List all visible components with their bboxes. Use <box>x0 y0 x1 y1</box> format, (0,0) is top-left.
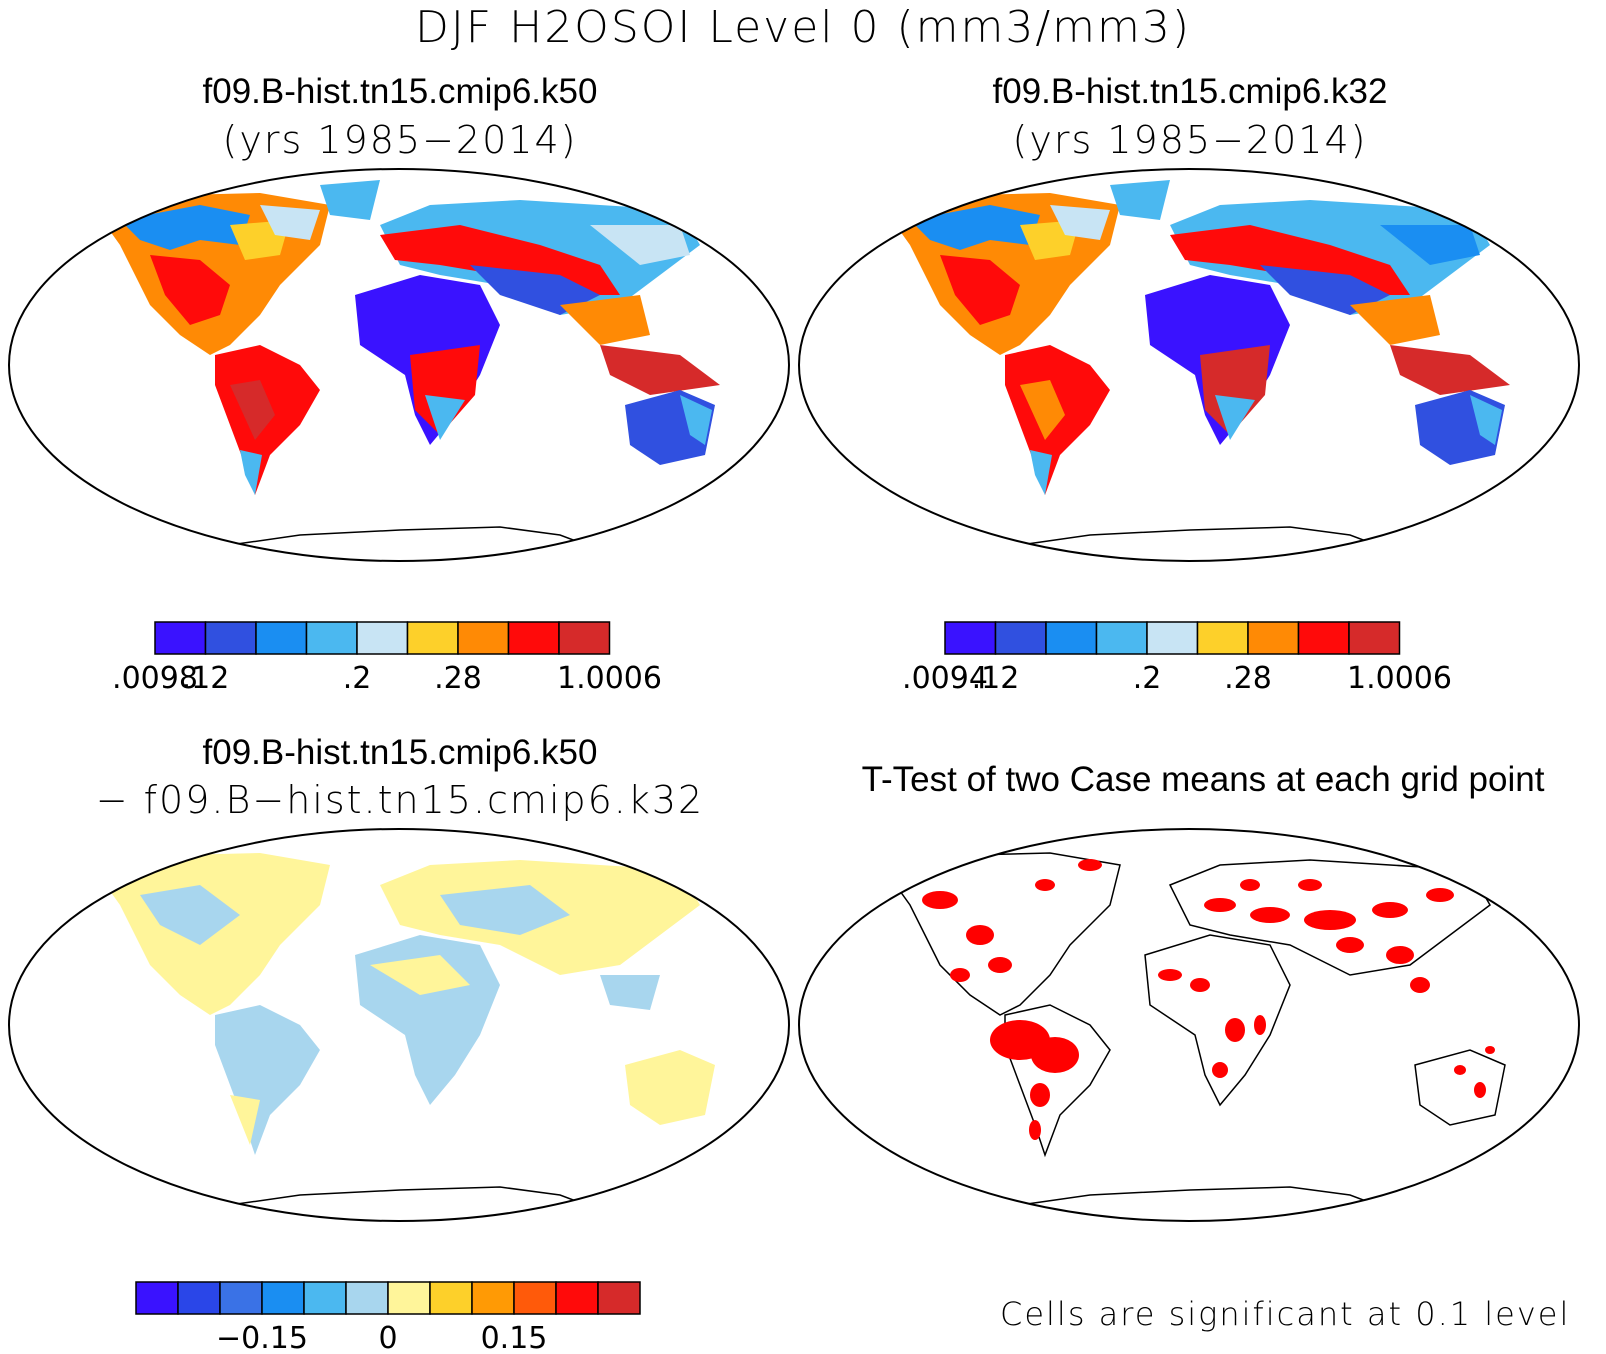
colorbar-bottom-left-swatch <box>429 1281 473 1315</box>
significant-cell <box>1386 946 1414 964</box>
colorbar-bottom-left-swatch <box>303 1281 347 1315</box>
significant-cell <box>966 925 994 945</box>
colorbar-top-right-swatch <box>1196 621 1249 655</box>
colorbar-top-right-tick-label: .12 <box>972 661 1020 696</box>
colorbar-top-right-tick-label: .2 <box>1133 661 1162 696</box>
colorbar-bottom-left-swatch <box>261 1281 305 1315</box>
significant-cell <box>988 957 1012 973</box>
panel-top-right-years: (yrs 1985−2014) <box>1012 118 1368 162</box>
colorbar-top-left-swatch <box>558 621 611 655</box>
map-bottom-left <box>0 825 798 1235</box>
map-top-right <box>790 165 1588 575</box>
colorbar-top-left-swatch <box>154 621 207 655</box>
colorbar-bottom-left: −0.15 0 0.15 <box>130 1280 660 1354</box>
panel-top-left-case: f09.B-hist.tn15.cmip6.k50 <box>202 72 598 111</box>
colorbar-top-left-swatch <box>255 621 308 655</box>
colorbar-top-right-tick-label: .28 <box>1224 661 1272 696</box>
significant-cell <box>1426 888 1454 902</box>
panel-top-left-years: (yrs 1985−2014) <box>222 118 578 162</box>
colorbar-bottom-left-swatch <box>513 1281 557 1315</box>
significant-cell <box>1254 1015 1266 1035</box>
significant-cell <box>1029 1120 1041 1140</box>
colorbar-bottom-left-swatch <box>555 1281 599 1315</box>
significant-cell <box>1410 977 1430 993</box>
colorbar-top-left-tick-label: .2 <box>343 661 372 696</box>
colorbar-bottom-left-swatch <box>219 1281 263 1315</box>
colorbar-top-left: .0098.12 .2 .28 1.0006 <box>95 620 715 700</box>
significant-cell <box>1212 1062 1228 1078</box>
significant-cell <box>1485 1046 1495 1054</box>
significance-note: Cells are significant at 0.1 level <box>1000 1295 1571 1333</box>
significant-cell <box>1190 978 1210 992</box>
colorbar-top-left-swatch <box>406 621 459 655</box>
significant-cell <box>1454 1065 1466 1075</box>
colorbar-bottom-left-tick-label: 0.15 <box>481 1321 548 1354</box>
land-fill-bottom-left <box>95 853 715 1221</box>
significant-cell <box>1035 879 1055 891</box>
colorbar-top-right-swatch <box>1247 621 1300 655</box>
figure-title: DJF H2OSOI Level 0 (mm3/mm3) <box>414 2 1192 53</box>
colorbar-top-right-tick-label: .0094 <box>902 661 988 696</box>
map-boundary-top-right <box>798 168 1580 562</box>
colorbar-top-right-swatch <box>1045 621 1098 655</box>
significant-cells <box>922 859 1495 1140</box>
colorbar-bottom-left-swatch <box>177 1281 221 1315</box>
colorbar-top-right-swatch <box>1095 621 1148 655</box>
significant-cell <box>1030 1083 1050 1107</box>
land-fill-top-left <box>95 180 720 561</box>
significant-cell <box>950 968 970 982</box>
colorbar-top-right-tick-label: 1.0006 <box>1347 661 1452 696</box>
colorbar-top-left-tick-label: .28 <box>434 661 482 696</box>
significant-cell <box>1304 910 1356 930</box>
colorbar-top-left-tick-label: .0098 <box>112 661 198 696</box>
colorbar-top-right: .0094.12 .2 .28 1.0006 <box>885 620 1505 700</box>
land-fill-top-right <box>885 180 1510 561</box>
significant-cell <box>1204 898 1236 912</box>
colorbar-bottom-left-tick-label: 0 <box>378 1321 397 1354</box>
significant-cell <box>1031 1037 1079 1073</box>
panel-bottom-right-title: T-Test of two Case means at each grid po… <box>861 760 1545 799</box>
colorbar-bottom-left-swatch <box>597 1281 641 1315</box>
significant-cell <box>1078 859 1102 871</box>
colorbar-top-left-swatch <box>507 621 560 655</box>
colorbar-top-left-swatch <box>356 621 409 655</box>
colorbar-top-right-swatch <box>1146 621 1199 655</box>
colorbar-top-right-swatch <box>994 621 1047 655</box>
map-bottom-right <box>790 825 1588 1235</box>
colorbar-top-right-swatch <box>944 621 997 655</box>
colorbar-top-right-swatch <box>1348 621 1401 655</box>
panel-bottom-left-case: f09.B-hist.tn15.cmip6.k50 <box>202 733 598 772</box>
colorbar-bottom-left-swatch <box>345 1281 389 1315</box>
significant-cell <box>1372 902 1408 918</box>
map-boundary-bottom-left <box>8 828 790 1222</box>
map-boundary-top-left <box>8 168 790 562</box>
significant-cell <box>922 891 958 909</box>
map-top-left <box>0 165 798 575</box>
significant-cell <box>1158 969 1182 981</box>
colorbar-top-left-swatch <box>457 621 510 655</box>
colorbar-bottom-left-swatch <box>387 1281 431 1315</box>
colorbar-top-left-swatch <box>204 621 257 655</box>
panel-bottom-left-subtitle: − f09.B−hist.tn15.cmip6.k32 <box>95 778 705 822</box>
land-fill-bottom-right <box>883 852 1506 1221</box>
significant-cell <box>1474 1082 1486 1098</box>
significant-cell <box>1336 937 1364 953</box>
colorbar-top-left-swatch <box>305 621 358 655</box>
panel-top-right-case: f09.B-hist.tn15.cmip6.k32 <box>992 72 1388 111</box>
colorbar-bottom-left-tick-label: −0.15 <box>216 1321 308 1354</box>
colorbar-top-left-tick-label: 1.0006 <box>557 661 662 696</box>
map-boundary-bottom-right <box>798 828 1580 1222</box>
significant-cell <box>1298 879 1322 891</box>
significant-cell <box>1250 907 1290 923</box>
colorbar-bottom-left-swatch <box>471 1281 515 1315</box>
colorbar-top-left-tick-label: .12 <box>182 661 230 696</box>
significant-cell <box>1225 1018 1245 1042</box>
colorbar-bottom-left-swatch <box>135 1281 179 1315</box>
significant-cell <box>1240 879 1260 891</box>
colorbar-top-right-swatch <box>1297 621 1350 655</box>
